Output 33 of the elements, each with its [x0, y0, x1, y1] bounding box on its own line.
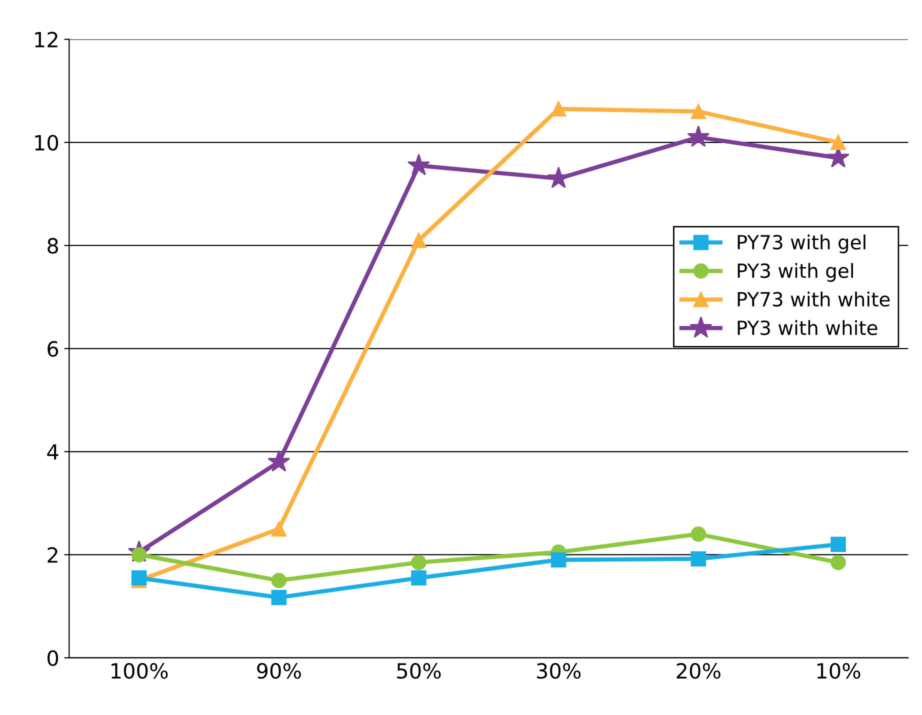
x-tick-label: 50% [397, 663, 441, 679]
legend-label: PY3 with gel [738, 263, 853, 282]
point [687, 125, 710, 147]
y-tick-label: 10 [35, 134, 58, 151]
legend-label: PY73 with white [738, 292, 890, 307]
point [271, 590, 287, 606]
y-tick-label: 6 [48, 341, 58, 357]
y-tick-label: 4 [47, 444, 58, 460]
x-tick-label: 10% [817, 663, 860, 679]
point [830, 134, 846, 150]
point [268, 450, 290, 472]
point [411, 554, 426, 570]
point [830, 536, 846, 552]
point [411, 232, 426, 248]
point [407, 154, 430, 176]
y-tick-label: 8 [48, 238, 58, 254]
y-tick-label: 12 [35, 32, 58, 48]
point [690, 551, 706, 566]
point [830, 554, 846, 570]
legend-label: PY73 with gel [738, 234, 866, 254]
point [690, 104, 706, 120]
legend-label: PY3 with white [738, 320, 878, 336]
point [550, 552, 566, 568]
x-tick-label: 90% [257, 663, 301, 679]
point [271, 572, 287, 588]
x-tick-label: 100% [112, 663, 168, 679]
point [411, 570, 426, 586]
x-tick-label: 20% [676, 663, 720, 679]
y-tick-label: 0 [48, 650, 58, 666]
x-tick-label: 30% [537, 663, 581, 679]
point [271, 521, 287, 537]
y-tick-label: 2 [48, 547, 58, 563]
point [690, 526, 706, 542]
